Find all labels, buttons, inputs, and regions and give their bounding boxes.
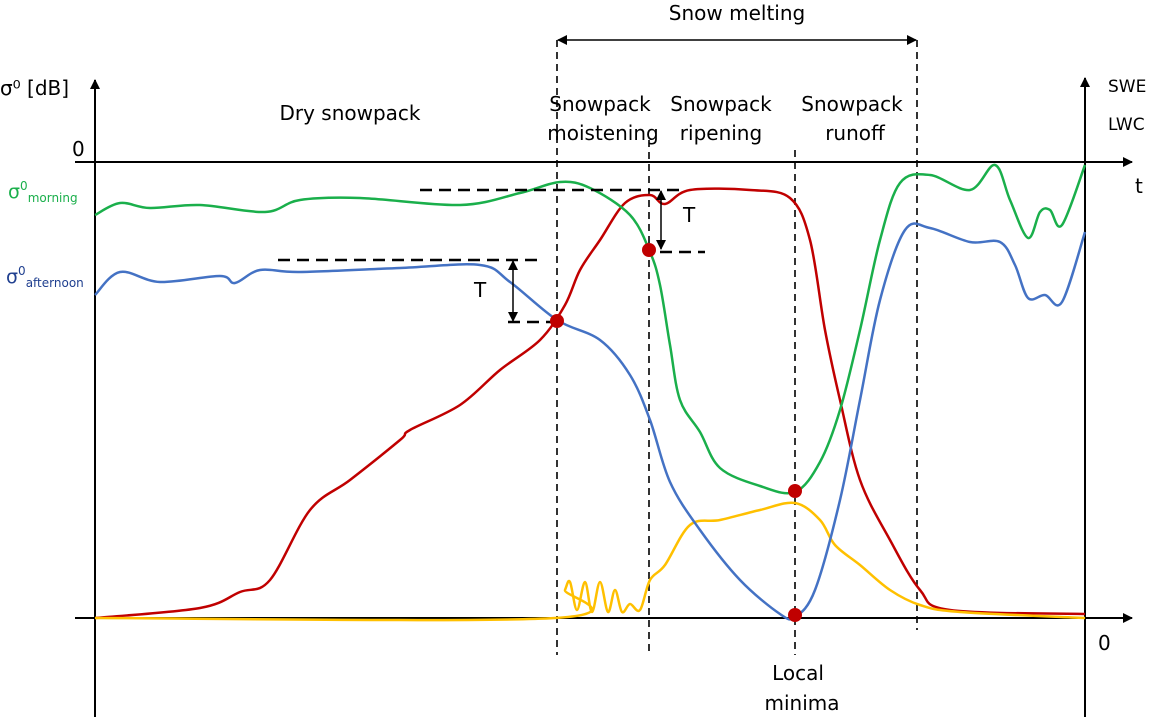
left-zero-label: 0 — [72, 137, 85, 161]
lwc-axis-label: LWC — [1108, 115, 1145, 135]
time-axis-label: t — [1135, 174, 1143, 198]
event-marker-moistening — [550, 314, 564, 328]
sigma-afternoon-label: σ0afternoon — [6, 264, 84, 290]
local-minima-line2: minima — [764, 691, 839, 715]
local-minimum-afternoon — [788, 608, 802, 622]
phase-snow-melting: Snow melting — [669, 1, 805, 25]
swe-axis-label: SWE — [1108, 77, 1146, 97]
threshold-label-morning: T — [682, 203, 696, 227]
bottom-zero-label: 0 — [1098, 631, 1111, 655]
threshold-label-afternoon: T — [473, 278, 487, 302]
sigma-morning-curve — [94, 163, 1087, 495]
phase-ripening-line1: Snowpack — [670, 92, 772, 116]
phase-runoff-line2: runoff — [825, 121, 886, 145]
local-minima-line1: Local — [772, 661, 824, 685]
phase-moistening-line2: moistening — [547, 121, 658, 145]
local-minimum-morning — [788, 484, 802, 498]
event-marker-ripening — [642, 243, 656, 257]
sigma-morning-label: σ0morning — [8, 179, 78, 205]
phase-dry-snowpack: Dry snowpack — [279, 101, 420, 125]
sigma-afternoon-curve — [94, 222, 1087, 621]
phase-moistening-line1: Snowpack — [549, 92, 651, 116]
lwc-curve — [94, 501, 1086, 622]
swe-curve — [94, 187, 1086, 620]
phase-runoff-line1: Snowpack — [801, 92, 903, 116]
left-axis-title: σ⁰ [dB] — [0, 76, 69, 100]
phase-ripening-line2: ripening — [680, 121, 762, 145]
